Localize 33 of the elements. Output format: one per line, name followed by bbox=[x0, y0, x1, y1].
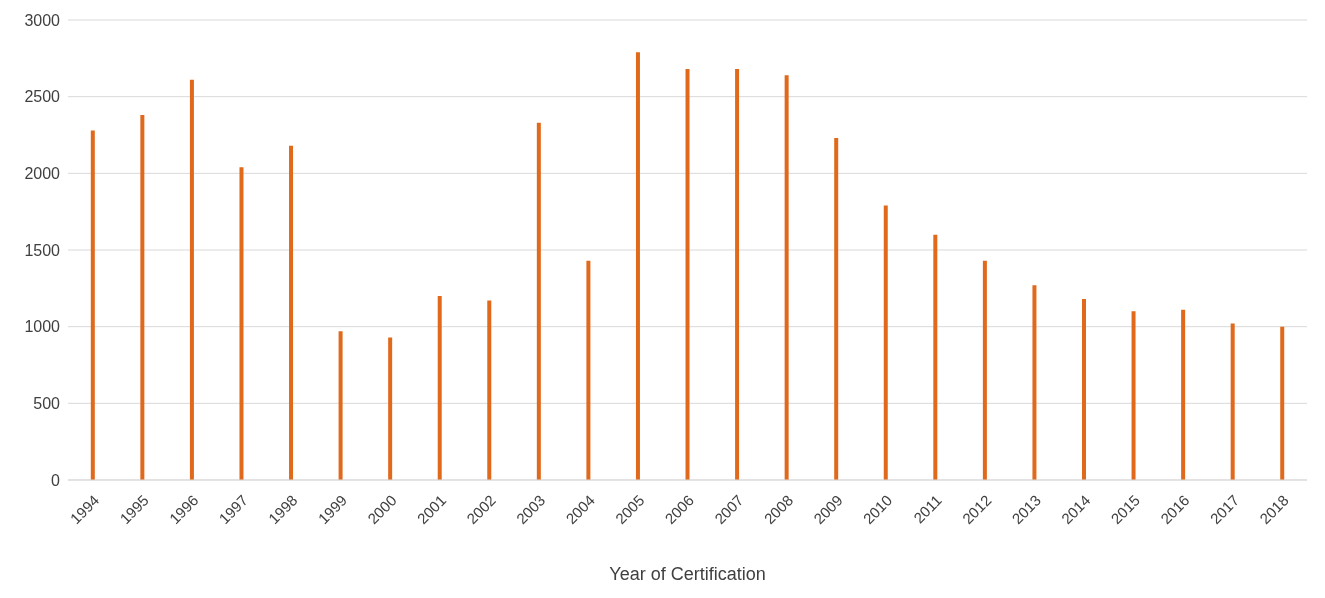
bar bbox=[685, 69, 690, 480]
bar bbox=[933, 234, 938, 480]
bar bbox=[239, 167, 244, 480]
y-tick-label: 1500 bbox=[24, 241, 61, 259]
x-axis-title: Year of Certification bbox=[609, 564, 766, 584]
bar bbox=[388, 337, 393, 480]
y-tick-label: 3000 bbox=[24, 11, 61, 29]
bar bbox=[437, 296, 442, 480]
bar bbox=[289, 145, 294, 480]
bar bbox=[735, 69, 740, 480]
bar bbox=[982, 260, 987, 480]
y-tick-label: 2500 bbox=[24, 88, 61, 106]
y-tick-label: 0 bbox=[51, 471, 61, 489]
bar bbox=[189, 79, 194, 480]
y-tick-label: 2000 bbox=[24, 165, 61, 183]
bar bbox=[536, 122, 541, 480]
bar bbox=[1230, 323, 1235, 480]
bar bbox=[1131, 311, 1136, 480]
y-tick-label: 500 bbox=[33, 395, 61, 413]
bar bbox=[1181, 309, 1186, 480]
bar bbox=[140, 115, 145, 480]
bar bbox=[1280, 326, 1285, 480]
bar bbox=[784, 75, 789, 480]
y-tick-label: 1000 bbox=[24, 318, 61, 336]
bar bbox=[1082, 299, 1086, 480]
bar bbox=[883, 205, 888, 480]
bar bbox=[90, 130, 95, 480]
bar bbox=[635, 52, 640, 480]
bar bbox=[586, 260, 591, 480]
bar bbox=[338, 331, 343, 480]
bar bbox=[487, 300, 492, 480]
bar bbox=[834, 138, 839, 480]
bar bbox=[1032, 285, 1037, 480]
